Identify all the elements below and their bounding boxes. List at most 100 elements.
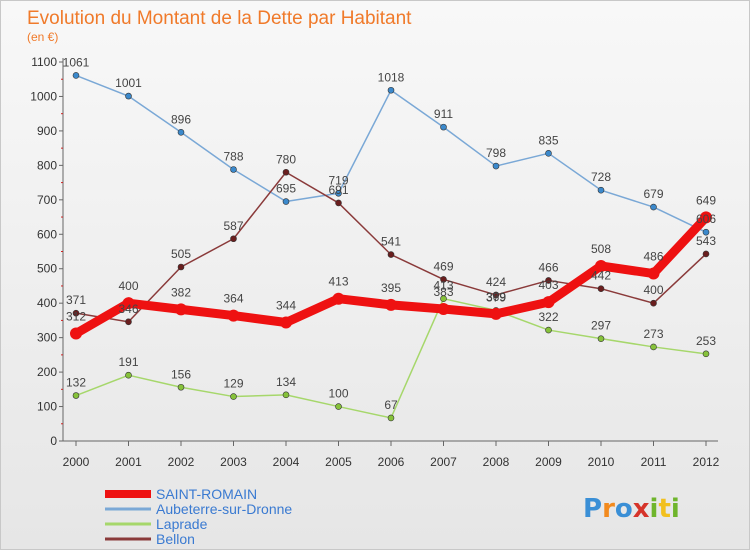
data-label-aubeterre-sur-dronne: 1001	[115, 76, 142, 90]
y-tick-label: 600	[37, 227, 57, 241]
data-point-saint-romain	[437, 303, 450, 316]
data-label-laprade: 253	[696, 334, 716, 348]
data-point-aubeterre-sur-dronne	[545, 150, 552, 157]
data-point-saint-romain	[175, 303, 187, 316]
data-label-aubeterre-sur-dronne: 896	[171, 112, 191, 126]
data-label-bellon: 442	[591, 269, 611, 283]
series-line-aubeterre-sur-dronne	[75, 74, 707, 233]
data-point-bellon	[440, 276, 447, 283]
legend-label-aubeterre-sur-dronne: Aubeterre-sur-Dronne	[156, 501, 292, 517]
logo-letter: P	[583, 494, 602, 524]
data-label-laprade: 273	[643, 327, 663, 341]
data-point-aubeterre-sur-dronne	[702, 228, 710, 236]
data-point-saint-romain	[227, 309, 240, 322]
x-tick-label: 2011	[641, 455, 667, 469]
chart-subtitle: (en €)	[27, 30, 58, 44]
x-tick-label: 2012	[693, 455, 720, 469]
data-label-laprade: 379	[486, 290, 506, 304]
data-label-saint-romain: 649	[696, 193, 716, 207]
data-label-aubeterre-sur-dronne: 911	[434, 107, 453, 121]
data-label-aubeterre-sur-dronne: 798	[486, 146, 506, 160]
data-point-aubeterre-sur-dronne	[440, 123, 447, 131]
data-label-aubeterre-sur-dronne: 1018	[378, 70, 405, 84]
y-tick-label: 400	[37, 296, 57, 310]
data-label-bellon: 400	[643, 283, 663, 297]
data-label-saint-romain: 413	[328, 275, 348, 289]
data-label-saint-romain: 312	[66, 310, 86, 324]
data-label-laprade: 67	[384, 398, 398, 412]
data-point-bellon	[282, 168, 290, 176]
x-tick-label: 2003	[220, 455, 247, 469]
data-label-aubeterre-sur-dronne: 606	[696, 212, 716, 226]
data-label-saint-romain: 403	[538, 278, 558, 292]
logo-letter: o	[615, 494, 633, 524]
data-label-saint-romain: 508	[591, 242, 611, 256]
data-point-bellon	[597, 285, 605, 293]
data-label-saint-romain: 400	[118, 279, 138, 293]
data-point-laprade	[440, 295, 447, 303]
y-tick-label: 1100	[31, 55, 57, 69]
x-tick-label: 2001	[115, 455, 142, 469]
data-point-laprade	[282, 391, 290, 399]
data-point-aubeterre-sur-dronne	[72, 72, 80, 79]
y-tick-label: 100	[37, 400, 57, 414]
data-point-laprade	[335, 403, 342, 410]
x-tick-label: 2008	[483, 455, 510, 469]
y-tick-label: 700	[37, 193, 57, 207]
data-label-saint-romain: 369	[486, 290, 506, 304]
data-point-aubeterre-sur-dronne	[335, 189, 342, 197]
data-point-aubeterre-sur-dronne	[282, 198, 290, 205]
chart-title: Evolution du Montant de la Dette par Hab…	[27, 8, 412, 29]
proxiti-logo: Proxiti	[583, 494, 680, 524]
data-label-aubeterre-sur-dronne: 728	[591, 170, 611, 184]
x-tick-label: 2002	[168, 455, 195, 469]
data-label-laprade: 134	[276, 375, 296, 389]
data-point-saint-romain	[332, 292, 345, 305]
data-label-bellon: 505	[171, 247, 191, 261]
data-label-laprade: 191	[118, 355, 138, 369]
y-tick-label: 500	[37, 262, 57, 276]
data-labels: 1061 1001 896 788 695 719 1018 911 798 835 728 679 6…	[63, 55, 717, 411]
data-label-laprade: 297	[591, 319, 611, 333]
y-tick-label: 800	[37, 158, 57, 172]
x-tick-label: 2005	[325, 455, 352, 469]
data-point-aubeterre-sur-dronne	[125, 92, 132, 100]
x-tick-label: 2007	[430, 455, 457, 469]
data-label-laprade: 322	[538, 310, 558, 324]
y-tick-label: 300	[37, 331, 57, 345]
data-point-laprade	[650, 343, 657, 351]
data-point-saint-romain	[280, 316, 292, 329]
data-label-laprade: 129	[223, 377, 243, 391]
data-label-saint-romain: 486	[643, 250, 663, 264]
data-label-aubeterre-sur-dronne: 695	[276, 182, 296, 196]
data-point-laprade	[597, 335, 605, 342]
data-label-laprade: 132	[66, 376, 86, 390]
data-point-laprade	[72, 392, 80, 399]
y-tick-label: 200	[37, 365, 57, 379]
data-point-bellon	[335, 199, 342, 207]
data-label-bellon: 371	[66, 293, 86, 307]
data-point-aubeterre-sur-dronne	[177, 128, 185, 136]
data-label-saint-romain: 364	[223, 292, 243, 306]
data-label-saint-romain: 344	[276, 298, 296, 312]
data-point-bellon	[545, 277, 552, 284]
data-point-saint-romain	[122, 297, 135, 310]
data-label-bellon: 424	[486, 275, 506, 289]
y-tick-label: 900	[37, 124, 57, 138]
y-tick-label: 0	[50, 434, 57, 448]
data-point-laprade	[387, 414, 395, 422]
axes: 0 100 200 300 400 500 600 700 800 900 1000 1100 2000…	[30, 55, 719, 469]
data-point-bellon	[650, 299, 657, 307]
data-point-saint-romain	[595, 259, 607, 272]
data-point-laprade	[177, 383, 185, 391]
data-label-aubeterre-sur-dronne: 719	[328, 173, 348, 187]
logo-letter: t	[658, 494, 670, 524]
y-tick-label: 1000	[30, 89, 57, 103]
data-label-bellon: 587	[223, 219, 243, 233]
data-point-aubeterre-sur-dronne	[387, 86, 395, 94]
data-point-laprade	[545, 326, 552, 334]
data-label-bellon: 691	[328, 183, 348, 197]
x-tick-label: 2004	[273, 455, 300, 469]
